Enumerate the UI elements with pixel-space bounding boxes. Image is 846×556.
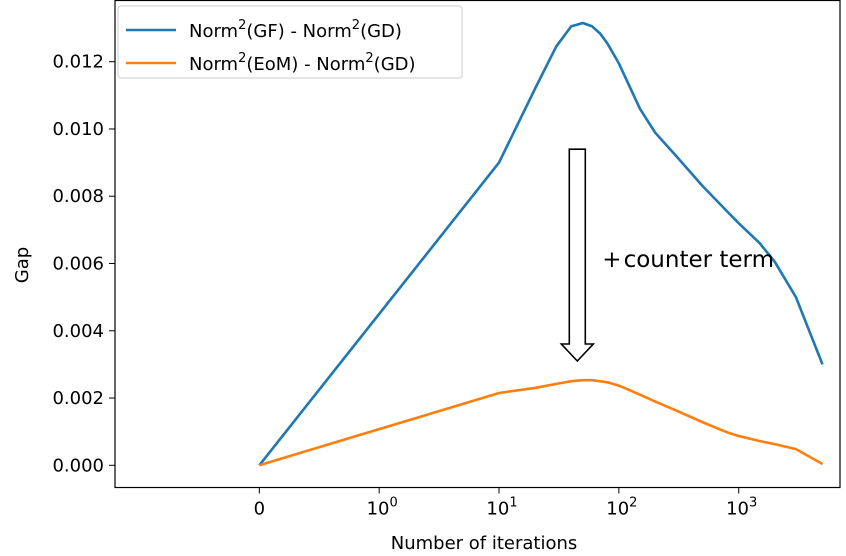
plot-frame bbox=[114, 0, 841, 489]
y-tick-label: 0.000 bbox=[52, 455, 104, 476]
y-tick-label: 0.004 bbox=[52, 321, 104, 342]
x-tick-label: 100 bbox=[367, 496, 398, 520]
x-tick-label: 103 bbox=[726, 496, 757, 520]
legend: Norm2(GF) - Norm2(GD) Norm2(EoM) - Norm2(… bbox=[117, 5, 463, 79]
y-tick-label: 0.012 bbox=[52, 52, 104, 73]
legend-label-2: Norm2(EoM) - Norm2(GD) bbox=[189, 51, 416, 75]
y-axis-label: Gap bbox=[12, 247, 33, 283]
y-tick-label: 0.010 bbox=[52, 119, 104, 140]
series-line-1 bbox=[258, 21, 824, 467]
x-axis-label: Number of iterations bbox=[391, 533, 578, 554]
legend-label-1: Norm2(GF) - Norm2(GD) bbox=[189, 18, 402, 42]
y-tick-label: 0.006 bbox=[52, 254, 104, 275]
legend-box bbox=[117, 5, 463, 79]
x-tick-label: 0 bbox=[254, 499, 265, 520]
x-axis-ticks: 0 100 101 102 103 bbox=[254, 487, 757, 520]
series-line-2 bbox=[258, 378, 824, 467]
annotation-text: +counter term bbox=[602, 247, 774, 273]
counter-term-annotation: +counter term bbox=[559, 148, 774, 363]
y-tick-label: 0.008 bbox=[52, 186, 104, 207]
plot-lines bbox=[258, 21, 824, 467]
y-tick-label: 0.002 bbox=[52, 388, 104, 409]
y-axis-ticks: 0.000 0.002 0.004 0.006 0.008 0.010 0.012 bbox=[52, 52, 115, 476]
down-arrow bbox=[559, 148, 596, 363]
x-tick-label: 102 bbox=[606, 496, 637, 520]
x-tick-label: 101 bbox=[486, 496, 517, 520]
